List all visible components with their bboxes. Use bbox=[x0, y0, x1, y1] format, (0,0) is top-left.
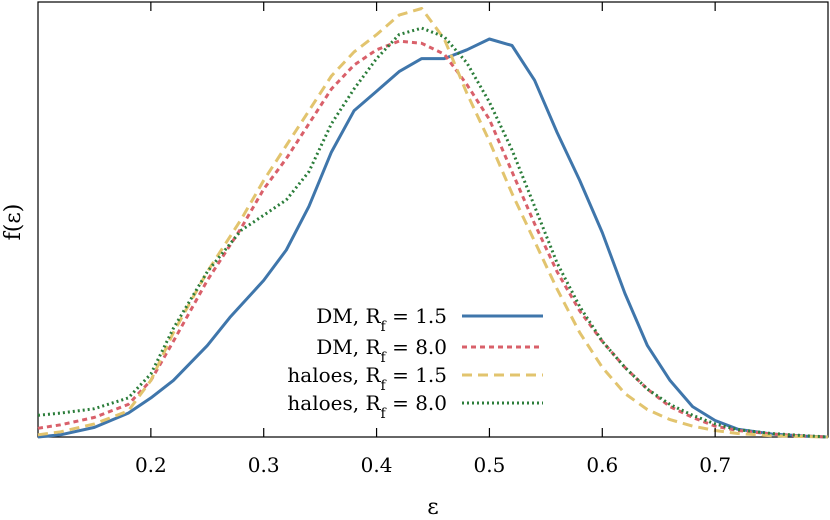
x-axis-label: ε bbox=[427, 495, 438, 520]
x-axis-ticks: 0.2 0.3 0.4 0.5 0.6 0.7 bbox=[135, 2, 731, 477]
legend-label-3: haloes, Rf = 1.5 bbox=[287, 363, 447, 394]
series-line-1 bbox=[37, 37, 829, 439]
x-tick-label-3: 0.4 bbox=[361, 453, 393, 477]
y-axis-label: f(ε) bbox=[1, 204, 26, 241]
legend-label-1: DM, Rf = 1.5 bbox=[316, 304, 447, 335]
legend-label-4: haloes, Rf = 8.0 bbox=[287, 391, 447, 422]
x-tick-label-4: 0.5 bbox=[474, 453, 506, 477]
series-layer bbox=[37, 7, 829, 439]
series-line-3 bbox=[37, 7, 829, 439]
x-tick-label-6: 0.7 bbox=[699, 453, 731, 477]
x-tick-label-1: 0.2 bbox=[135, 453, 167, 477]
x-tick-label-2: 0.3 bbox=[248, 453, 280, 477]
legend-label-2: DM, Rf = 8.0 bbox=[316, 335, 447, 366]
x-tick-label-5: 0.6 bbox=[586, 453, 618, 477]
plot-frame bbox=[37, 1, 829, 438]
